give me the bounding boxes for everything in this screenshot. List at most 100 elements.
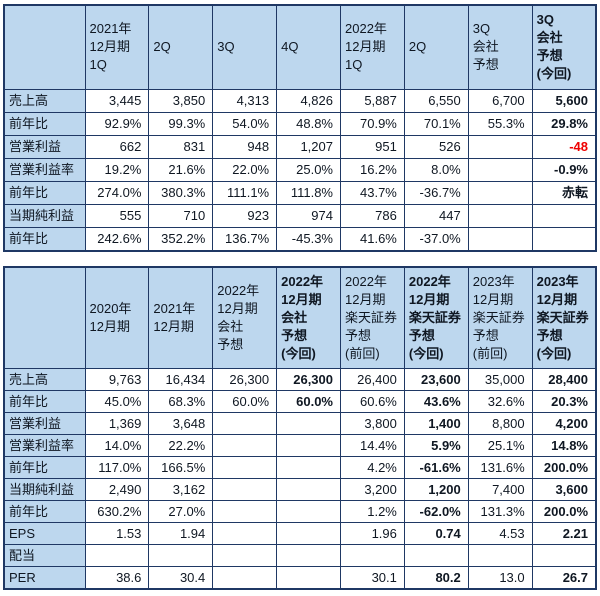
value-cell: 28,400 bbox=[531, 368, 597, 391]
value-cell bbox=[276, 566, 341, 590]
value-cell: 3,200 bbox=[340, 478, 405, 501]
value-cell: 5.9% bbox=[403, 434, 469, 457]
column-header: 2020年 12月期 bbox=[84, 266, 150, 369]
row-label: 当期純利益 bbox=[3, 203, 86, 228]
value-cell: 19.2% bbox=[84, 157, 150, 182]
column-header: 2023年 12月期 楽天証券 予想 (前回) bbox=[467, 266, 533, 369]
value-cell bbox=[276, 456, 341, 479]
value-cell: 4,200 bbox=[531, 412, 597, 435]
value-cell: 32.6% bbox=[467, 390, 533, 413]
value-cell: 22.2% bbox=[148, 434, 214, 457]
table-row: 営業利益率 14.0% 22.2% 14.4% 5.9% 25.1% 14.8% bbox=[3, 434, 597, 457]
corner-cell bbox=[3, 4, 86, 90]
value-cell: 14.8% bbox=[531, 434, 597, 457]
value-cell: 22.0% bbox=[212, 157, 278, 182]
value-cell: 662 bbox=[84, 134, 150, 159]
value-cell: 70.1% bbox=[403, 111, 469, 136]
value-cell: 447 bbox=[403, 203, 469, 228]
row-label: 営業利益率 bbox=[3, 434, 86, 457]
value-cell bbox=[148, 544, 214, 567]
value-cell: 60.6% bbox=[340, 390, 405, 413]
value-cell: 2.21 bbox=[531, 522, 597, 545]
value-cell: 380.3% bbox=[148, 180, 214, 205]
column-header: 2022年 12月期 楽天証券 予想 (今回) bbox=[403, 266, 469, 369]
value-cell: 200.0% bbox=[531, 500, 597, 523]
value-cell: 6,550 bbox=[403, 88, 469, 113]
value-cell: 7,400 bbox=[467, 478, 533, 501]
value-cell: -62.0% bbox=[403, 500, 469, 523]
value-cell bbox=[340, 544, 405, 567]
value-cell: -0.9% bbox=[531, 157, 597, 182]
row-label: 前年比 bbox=[3, 456, 86, 479]
table-row: 前年比 630.2% 27.0% 1.2% -62.0% 131.3% 200.0% bbox=[3, 500, 597, 523]
row-label: 営業利益率 bbox=[3, 157, 86, 182]
value-cell: 99.3% bbox=[148, 111, 214, 136]
value-cell: 21.6% bbox=[148, 157, 214, 182]
value-cell: 786 bbox=[340, 203, 405, 228]
value-cell: 1,200 bbox=[403, 478, 469, 501]
value-cell: 80.2 bbox=[403, 566, 469, 590]
value-cell bbox=[276, 412, 341, 435]
value-cell: 30.1 bbox=[340, 566, 405, 590]
value-cell: 4.2% bbox=[340, 456, 405, 479]
value-cell: 14.4% bbox=[340, 434, 405, 457]
row-label: EPS bbox=[3, 522, 86, 545]
value-cell: 25.0% bbox=[276, 157, 341, 182]
value-cell: 2,490 bbox=[84, 478, 150, 501]
value-cell: -61.6% bbox=[403, 456, 469, 479]
column-header: 3Q 会社 予想 (今回) bbox=[531, 4, 597, 90]
value-cell bbox=[212, 566, 278, 590]
value-cell: -37.0% bbox=[403, 226, 469, 251]
value-cell bbox=[276, 544, 341, 567]
row-label: 当期純利益 bbox=[3, 478, 86, 501]
table-row: 営業利益 1,369 3,648 3,800 1,400 8,800 4,200 bbox=[3, 412, 597, 435]
value-cell: 526 bbox=[403, 134, 469, 159]
value-cell: 38.6 bbox=[84, 566, 150, 590]
value-cell: 111.1% bbox=[212, 180, 278, 205]
row-label: 前年比 bbox=[3, 500, 86, 523]
value-cell: 352.2% bbox=[148, 226, 214, 251]
value-cell: 274.0% bbox=[84, 180, 150, 205]
row-label: 配当 bbox=[3, 544, 86, 567]
value-cell: 1,207 bbox=[276, 134, 341, 159]
value-cell: 3,445 bbox=[84, 88, 150, 113]
value-cell: 3,162 bbox=[148, 478, 214, 501]
table-row: 営業利益率 19.2% 21.6% 22.0% 25.0% 16.2% 8.0% -0.9% bbox=[3, 157, 597, 182]
value-cell: 1,400 bbox=[403, 412, 469, 435]
value-cell: 117.0% bbox=[84, 456, 150, 479]
value-cell: -45.3% bbox=[276, 226, 341, 251]
value-cell: 92.9% bbox=[84, 111, 150, 136]
value-cell: 4,826 bbox=[276, 88, 341, 113]
value-cell: 赤転 bbox=[531, 180, 597, 205]
row-label: 売上高 bbox=[3, 88, 86, 113]
value-cell: 48.8% bbox=[276, 111, 341, 136]
table-row: 前年比 45.0% 68.3% 60.0% 60.0% 60.6% 43.6% 32.6% 20… bbox=[3, 390, 597, 413]
value-cell: 4.53 bbox=[467, 522, 533, 545]
row-label: 営業利益 bbox=[3, 134, 86, 159]
value-cell: 136.7% bbox=[212, 226, 278, 251]
column-header: 2Q bbox=[148, 4, 214, 90]
value-cell: 6,700 bbox=[467, 88, 533, 113]
value-cell: 41.6% bbox=[340, 226, 405, 251]
value-cell: 3,800 bbox=[340, 412, 405, 435]
value-cell: 1.53 bbox=[84, 522, 150, 545]
value-cell: 710 bbox=[148, 203, 214, 228]
value-cell: 131.6% bbox=[467, 456, 533, 479]
table-row: 前年比 274.0% 380.3% 111.1% 111.8% 43.7% -36.7% 赤転 bbox=[3, 180, 597, 205]
table-row: 前年比 242.6% 352.2% 136.7% -45.3% 41.6% -37.0% bbox=[3, 226, 597, 251]
value-cell: 3,600 bbox=[531, 478, 597, 501]
row-label: 売上高 bbox=[3, 368, 86, 391]
quarterly-results-table: 2021年 12月期 1Q 2Q 3Q 4Q 2022年 12月期 1Q 2Q 3Q 会社 … bbox=[3, 4, 597, 252]
value-cell: 3,648 bbox=[148, 412, 214, 435]
value-cell bbox=[212, 544, 278, 567]
column-header: 3Q 会社 予想 bbox=[467, 4, 533, 90]
value-cell bbox=[212, 412, 278, 435]
value-cell: 60.0% bbox=[212, 390, 278, 413]
value-cell: 131.3% bbox=[467, 500, 533, 523]
column-header: 2023年 12月期 楽天証券 予想 (今回) bbox=[531, 266, 597, 369]
column-header: 2Q bbox=[403, 4, 469, 90]
table-row: PER 38.6 30.4 30.1 80.2 13.0 26.7 bbox=[3, 566, 597, 590]
value-cell bbox=[212, 478, 278, 501]
value-cell bbox=[84, 544, 150, 567]
